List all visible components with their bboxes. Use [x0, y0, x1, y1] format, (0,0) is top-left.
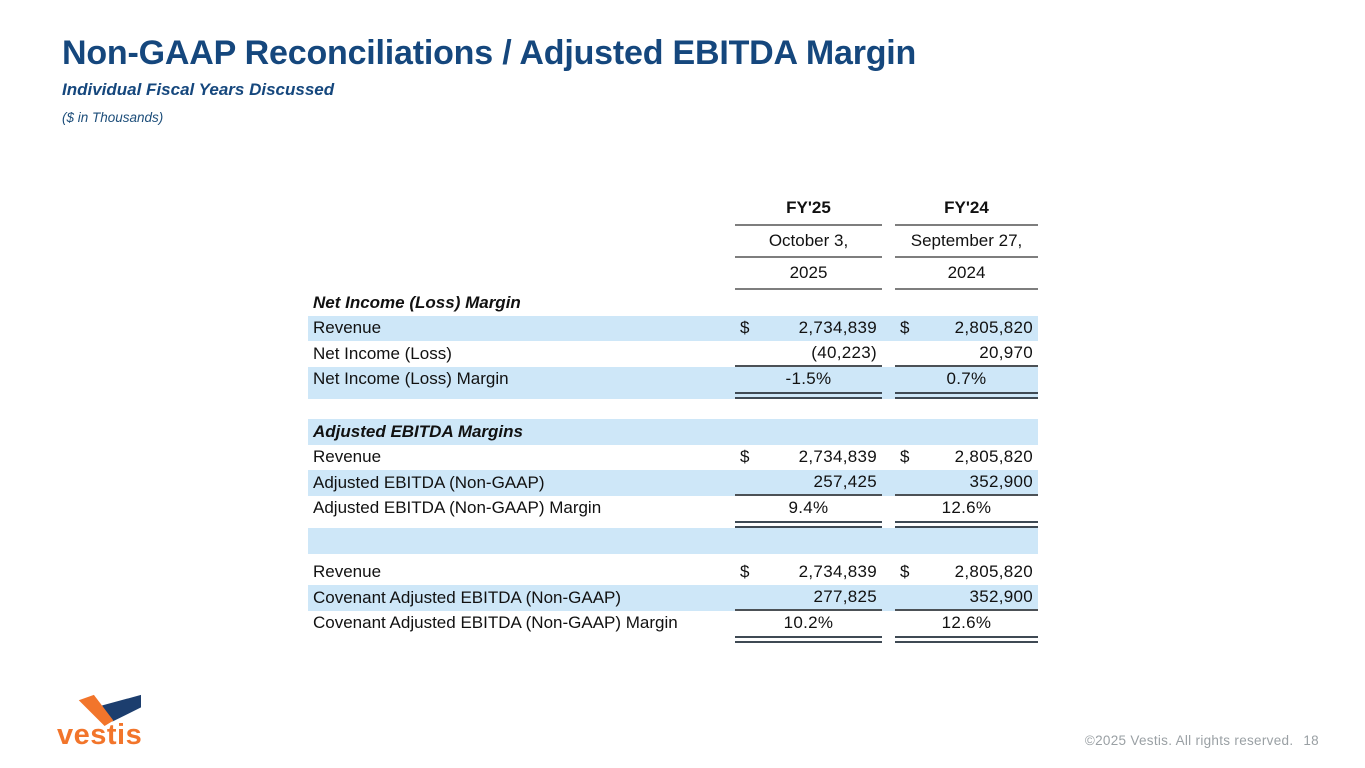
units-note: ($ in Thousands) — [62, 110, 164, 125]
row-label — [308, 528, 735, 554]
cell-value: 2,805,820 — [954, 447, 1033, 467]
spacer-row — [308, 528, 1038, 554]
col-header-fy24: FY'24 — [895, 192, 1038, 226]
cell-value: 2,734,839 — [798, 447, 877, 467]
dollar-sign: $ — [900, 318, 910, 338]
value-cell: 352,900 — [895, 585, 1038, 611]
cell-value: 12.6% — [941, 498, 992, 518]
table-header-row-fy: FY'25 FY'24 — [308, 192, 1038, 226]
row-label: Adjusted EBITDA (Non-GAAP) — [313, 472, 545, 492]
col-header-date-fy25: October 3, — [735, 226, 882, 258]
reconciliation-table: FY'25 FY'24 October 3, September 27, 202… — [308, 192, 1038, 643]
value-cell: 257,425 — [735, 470, 882, 496]
double-rule-row — [308, 521, 1038, 528]
section-header-row: Net Income (Loss) Margin — [308, 290, 1038, 316]
value-cell: $2,734,839 — [735, 560, 882, 586]
table-header-row-year: 2025 2024 — [308, 258, 1038, 290]
row-label: Revenue — [313, 447, 382, 467]
row-label: Adjusted EBITDA (Non-GAAP) Margin — [313, 498, 602, 518]
col-header-fy25: FY'25 — [735, 192, 882, 226]
value-cell: 277,825 — [735, 585, 882, 611]
cell-value: 10.2% — [783, 613, 834, 633]
value-cell — [895, 528, 1038, 554]
cell-value: 0.7% — [946, 369, 987, 389]
double-rule-row — [308, 392, 1038, 399]
value-cell: $2,805,820 — [895, 560, 1038, 586]
row-label: Net Income (Loss) — [313, 343, 452, 363]
section-header-label: Net Income (Loss) Margin — [313, 292, 521, 312]
dollar-sign: $ — [740, 318, 750, 338]
cell-value: 2,734,839 — [798, 318, 877, 338]
page-title: Non-GAAP Reconciliations / Adjusted EBIT… — [62, 34, 917, 72]
row-label: Covenant Adjusted EBITDA (Non-GAAP) — [313, 587, 622, 607]
cell-value: 20,970 — [979, 342, 1033, 362]
section-gap — [308, 399, 1038, 419]
cell-value: 352,900 — [969, 471, 1033, 491]
value-cell: 10.2% — [735, 611, 882, 637]
row-label: Revenue — [313, 562, 382, 582]
cell-value: (40,223) — [811, 342, 877, 362]
table-row: Adjusted EBITDA (Non-GAAP) Margin 9.4% 12.… — [308, 496, 1038, 522]
value-cell: $2,734,839 — [735, 445, 882, 471]
table-row: Net Income (Loss) (40,223) 20,970 — [308, 341, 1038, 367]
double-rule-row — [308, 636, 1038, 643]
value-cell: 12.6% — [895, 496, 1038, 522]
value-cell: 0.7% — [895, 367, 1038, 393]
table-row: Revenue $2,734,839 $2,805,820 — [308, 560, 1038, 586]
table-row: Revenue $2,734,839 $2,805,820 — [308, 445, 1038, 471]
table-row: Adjusted EBITDA (Non-GAAP) 257,425 352,900 — [308, 470, 1038, 496]
table-body: Net Income (Loss) Margin Revenue $2,734,83… — [308, 290, 1038, 643]
cell-value: 352,900 — [969, 586, 1033, 606]
table-row: Covenant Adjusted EBITDA (Non-GAAP) 277,8… — [308, 585, 1038, 611]
cell-value: 2,734,839 — [798, 562, 877, 582]
value-cell: 9.4% — [735, 496, 882, 522]
row-label: Revenue — [313, 318, 382, 338]
vestis-logo: vestis — [57, 694, 167, 750]
value-cell: 352,900 — [895, 470, 1038, 496]
dollar-sign: $ — [740, 447, 750, 467]
value-cell: 12.6% — [895, 611, 1038, 637]
col-header-date-fy24: September 27, — [895, 226, 1038, 258]
dollar-sign: $ — [900, 447, 910, 467]
dollar-sign: $ — [900, 562, 910, 582]
cell-value: 9.4% — [788, 498, 829, 518]
row-label: Net Income (Loss) Margin — [313, 369, 509, 389]
col-header-year-fy24: 2024 — [895, 258, 1038, 290]
value-cell: $2,734,839 — [735, 316, 882, 342]
row-label: Covenant Adjusted EBITDA (Non-GAAP) Marg… — [313, 613, 678, 633]
cell-value: 12.6% — [941, 613, 992, 633]
table-row: Revenue $2,734,839 $2,805,820 — [308, 315, 1038, 342]
table-row: Net Income (Loss) Margin -1.5% 0.7% — [308, 366, 1038, 393]
value-cell — [735, 528, 882, 554]
page-subtitle: Individual Fiscal Years Discussed — [62, 80, 335, 99]
footer: ©2025 Vestis. All rights reserved. 18 — [1085, 733, 1319, 748]
cell-value: -1.5% — [785, 369, 832, 389]
vestis-wordmark: vestis — [57, 719, 143, 751]
table-header-row-date: October 3, September 27, — [308, 226, 1038, 258]
value-cell: (40,223) — [735, 341, 882, 367]
section-header-row: Adjusted EBITDA Margins — [308, 419, 1038, 445]
copyright-text: ©2025 Vestis. All rights reserved. — [1084, 733, 1294, 748]
value-cell: $2,805,820 — [895, 445, 1038, 471]
table-row: Covenant Adjusted EBITDA (Non-GAAP) Marg… — [308, 611, 1038, 637]
cell-value: 2,805,820 — [954, 562, 1033, 582]
dollar-sign: $ — [740, 562, 750, 582]
vestis-check-icon — [78, 694, 141, 726]
value-cell: -1.5% — [735, 367, 882, 393]
page-number: 18 — [1303, 733, 1319, 748]
value-cell: $2,805,820 — [895, 316, 1038, 342]
cell-value: 277,825 — [813, 586, 877, 606]
section-header-label: Adjusted EBITDA Margins — [313, 421, 523, 441]
value-cell: 20,970 — [895, 341, 1038, 367]
col-header-year-fy25: 2025 — [735, 258, 882, 290]
cell-value: 257,425 — [813, 471, 877, 491]
cell-value: 2,805,820 — [954, 318, 1033, 338]
